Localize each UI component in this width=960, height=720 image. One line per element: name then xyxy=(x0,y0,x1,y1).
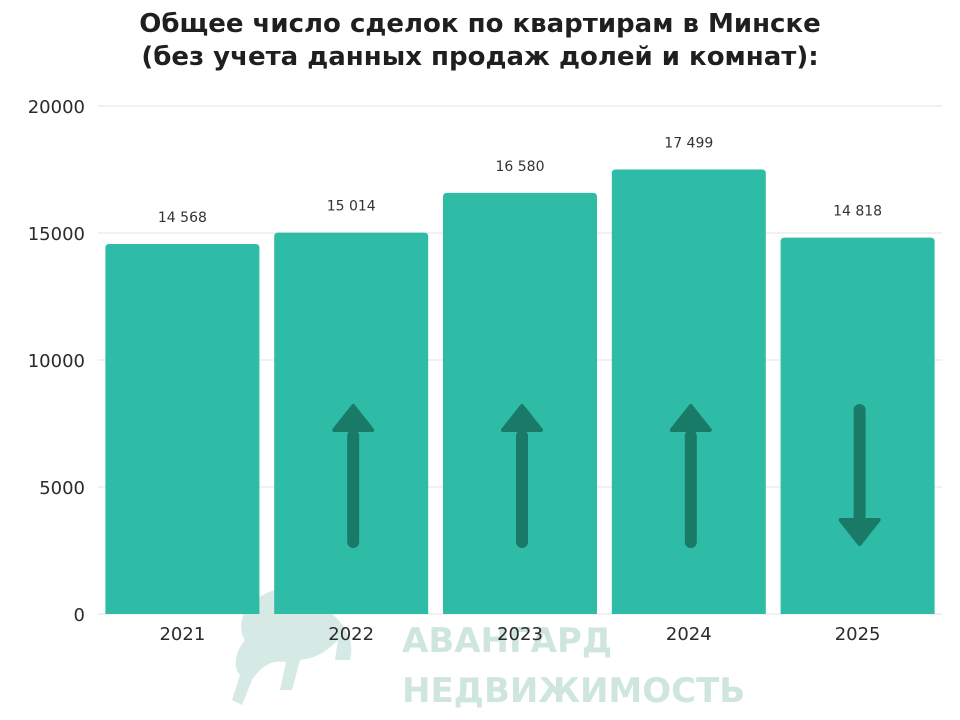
x-tick-label: 2025 xyxy=(835,624,881,645)
y-tick-label: 0 xyxy=(74,605,85,626)
data-labels: 14 568 15 014 16 580 17 499 14 818 xyxy=(158,136,882,226)
chart-title-line-1: Общее число сделок по квартирам в Минске xyxy=(139,9,821,39)
data-label-2024: 17 499 xyxy=(664,136,713,152)
x-tick-label: 2022 xyxy=(328,624,374,645)
data-label-2021: 14 568 xyxy=(158,210,207,226)
data-label-2023: 16 580 xyxy=(496,159,545,175)
x-tick-label: 2024 xyxy=(666,624,712,645)
x-axis: 2021 2022 2023 2024 2025 xyxy=(159,624,880,645)
watermark-line-1: АВАНГАРД xyxy=(402,621,612,661)
data-label-2022: 15 014 xyxy=(327,199,376,215)
x-tick-label: 2023 xyxy=(497,624,543,645)
data-label-2025: 14 818 xyxy=(833,204,882,220)
y-tick-label: 5000 xyxy=(39,478,85,499)
chart-title-line-2: (без учета данных продаж долей и комнат)… xyxy=(141,42,819,72)
x-tick-label: 2021 xyxy=(159,624,205,645)
y-tick-label: 20000 xyxy=(28,97,85,118)
arrow-down-icon xyxy=(838,404,881,546)
y-tick-label: 15000 xyxy=(28,224,85,245)
bar-2023 xyxy=(443,192,597,615)
arrow-up-icon xyxy=(501,404,543,548)
arrow-up-icon xyxy=(332,404,375,548)
bar-2024 xyxy=(611,169,766,615)
y-axis: 0 5000 10000 15000 20000 xyxy=(28,97,85,626)
watermark-line-2: НЕДВИЖИМОСТЬ xyxy=(402,671,745,711)
arrow-up-icon xyxy=(669,404,712,548)
y-tick-label: 10000 xyxy=(28,351,85,372)
bar-2021 xyxy=(105,243,260,615)
bars xyxy=(105,169,935,615)
trend-arrows xyxy=(332,404,881,548)
